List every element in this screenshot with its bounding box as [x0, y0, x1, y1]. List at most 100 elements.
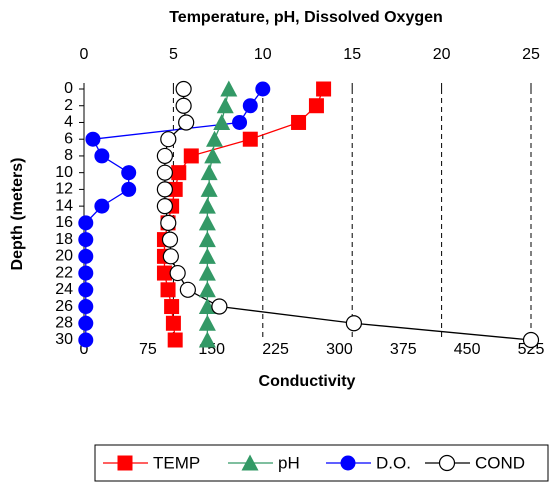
series-line: [164, 89, 532, 341]
data-point: [232, 114, 248, 130]
series-line: [163, 88, 325, 341]
legend-marker: [241, 454, 259, 471]
x2-tick-label: 450: [454, 341, 481, 358]
data-point: [291, 114, 307, 130]
y-tick-label: 30: [55, 331, 73, 348]
data-point: [94, 148, 110, 164]
x-tick-label: 20: [433, 46, 451, 63]
data-point: [78, 282, 94, 298]
data-point: [78, 248, 94, 264]
data-point: [198, 314, 216, 331]
data-point: [169, 264, 186, 282]
data-point: [121, 181, 137, 197]
x-axis-label: Conductivity: [259, 373, 356, 390]
y-tick-label: 24: [55, 281, 73, 298]
x-tick-label: 15: [343, 46, 361, 63]
y-tick-label: 22: [55, 264, 73, 281]
y-axis-label: Depth (meters): [9, 158, 26, 271]
y-tick-label: 14: [55, 197, 73, 214]
data-point: [165, 315, 181, 331]
y-tick-label: 16: [55, 214, 73, 231]
data-point: [178, 114, 195, 131]
data-point: [85, 131, 101, 147]
data-point: [183, 148, 199, 164]
y-tick-label: 18: [55, 231, 73, 248]
y-tick-label: 20: [55, 248, 73, 265]
legend-label: pH: [278, 453, 300, 472]
data-point: [242, 131, 258, 147]
data-point: [156, 164, 173, 181]
x-tick-label: 5: [169, 46, 178, 63]
data-point: [171, 165, 187, 181]
data-point: [78, 332, 94, 348]
y-tick-label: 28: [55, 314, 73, 331]
x-tick-label: 25: [522, 46, 540, 63]
y-tick-label: 4: [64, 114, 73, 131]
legend-label: D.O.: [376, 453, 411, 472]
data-point: [206, 130, 224, 147]
y-tick-label: 26: [55, 298, 73, 315]
data-point: [522, 331, 540, 349]
y-tick-label: 0: [64, 80, 73, 97]
data-point: [200, 180, 218, 197]
data-point: [211, 298, 228, 315]
legend-marker: [438, 454, 456, 472]
data-point: [242, 98, 258, 114]
data-point: [198, 231, 216, 248]
data-point: [160, 214, 177, 231]
x2-tick-label: 75: [139, 341, 157, 358]
x2-tick-label: 300: [326, 341, 353, 358]
chart-title: Temperature, pH, Dissolved Oxygen: [169, 9, 443, 26]
data-point: [220, 80, 238, 97]
data-point: [198, 331, 216, 348]
y-tick-label: 10: [55, 164, 73, 181]
data-point: [156, 181, 173, 198]
x-tick-label: 10: [254, 46, 272, 63]
data-point: [78, 215, 94, 231]
data-point: [175, 97, 192, 114]
data-point: [156, 265, 172, 281]
data-point: [216, 97, 234, 114]
y-tick-label: 2: [64, 97, 73, 114]
y-tick-label: 12: [55, 181, 73, 198]
data-point: [198, 264, 216, 281]
data-point: [198, 214, 216, 231]
x2-tick-label: 0: [80, 341, 89, 358]
data-point: [345, 315, 363, 332]
data-point: [204, 147, 222, 164]
data-point: [198, 197, 216, 214]
data-point: [200, 164, 218, 181]
y-tick-label: 6: [64, 130, 73, 147]
data-point: [156, 147, 173, 165]
data-point: [78, 299, 94, 315]
legend-marker: [117, 455, 133, 471]
data-point: [161, 231, 179, 248]
data-point: [78, 265, 94, 281]
data-point: [78, 232, 94, 248]
series-line: [85, 88, 264, 340]
data-point: [156, 198, 173, 215]
data-point: [198, 298, 216, 315]
data-point: [94, 198, 110, 214]
legend-label: COND: [475, 453, 525, 472]
data-point: [78, 315, 94, 331]
data-point: [198, 247, 216, 264]
data-point: [175, 80, 192, 98]
data-point: [198, 281, 216, 298]
data-point: [308, 98, 324, 114]
x2-tick-label: 225: [262, 341, 289, 358]
legend-marker: [340, 455, 356, 471]
y-tick-label: 8: [64, 147, 73, 164]
data-point: [160, 131, 177, 148]
x-tick-label: 0: [80, 46, 89, 63]
x2-tick-label: 525: [518, 341, 545, 358]
legend-label: TEMP: [153, 453, 200, 472]
legend-box: [94, 444, 549, 482]
data-point: [121, 165, 137, 181]
data-point: [255, 81, 271, 97]
data-point: [167, 332, 183, 348]
data-point: [162, 248, 179, 265]
data-point: [164, 299, 180, 315]
data-point: [316, 81, 332, 97]
